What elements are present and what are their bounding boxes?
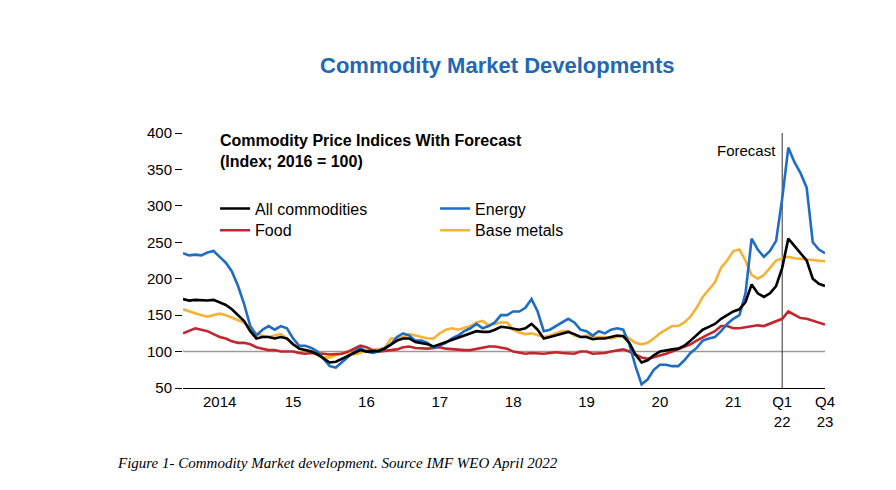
svg-text:400: 400 bbox=[147, 124, 172, 141]
svg-text:16: 16 bbox=[358, 393, 375, 410]
svg-text:All commodities: All commodities bbox=[255, 201, 367, 218]
svg-text:300: 300 bbox=[147, 197, 172, 214]
svg-text:Energy: Energy bbox=[475, 201, 526, 218]
svg-text:Q122: Q122 bbox=[772, 393, 792, 430]
svg-text:Commodity Market Developments: Commodity Market Developments bbox=[320, 53, 675, 78]
svg-text:Forecast: Forecast bbox=[717, 142, 776, 159]
svg-text:250: 250 bbox=[147, 234, 172, 251]
svg-text:2014: 2014 bbox=[203, 393, 236, 410]
svg-text:15: 15 bbox=[285, 393, 302, 410]
svg-text:20: 20 bbox=[652, 393, 669, 410]
svg-text:Food: Food bbox=[255, 222, 291, 239]
svg-text:50: 50 bbox=[155, 379, 172, 396]
svg-text:19: 19 bbox=[578, 393, 595, 410]
svg-text:350: 350 bbox=[147, 161, 172, 178]
svg-text:21: 21 bbox=[725, 393, 742, 410]
svg-text:18: 18 bbox=[505, 393, 522, 410]
svg-text:150: 150 bbox=[147, 306, 172, 323]
svg-text:100: 100 bbox=[147, 343, 172, 360]
svg-text:17: 17 bbox=[431, 393, 448, 410]
svg-text:Figure 1- Commodity Market dev: Figure 1- Commodity Market development. … bbox=[117, 455, 558, 471]
svg-text:Base metals: Base metals bbox=[475, 222, 563, 239]
svg-text:Q423: Q423 bbox=[815, 393, 835, 430]
svg-text:200: 200 bbox=[147, 270, 172, 287]
svg-text:Commodity Price Indices With F: Commodity Price Indices With Forecast(In… bbox=[220, 132, 522, 170]
